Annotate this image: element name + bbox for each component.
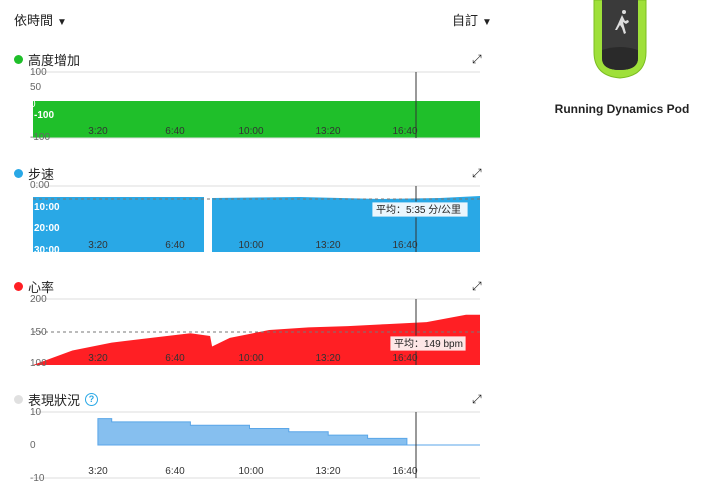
help-icon[interactable]: ? (85, 393, 99, 406)
elevation-chart: 100 50 0 -100 -100 3:20 6:40 10:00 13:20… (30, 67, 480, 142)
average-badge (371, 201, 469, 218)
y-tick: -100 (30, 132, 50, 142)
custom-dropdown[interactable]: 自訂 ▼ (452, 10, 492, 29)
x-axis: 3:20 6:40 10:00 13:20 16:40 (88, 126, 418, 137)
x-tick: 3:20 (88, 466, 108, 477)
x-tick: 13:20 (315, 466, 340, 477)
pace-area (33, 197, 204, 252)
x-axis: 3:20 6:40 10:00 13:20 16:40 (88, 466, 418, 477)
chevron-down-icon: ▼ (57, 17, 67, 28)
x-axis: 3:20 6:40 10:00 13:20 16:40 (88, 240, 418, 251)
x-tick: 3:20 (88, 353, 108, 364)
x-axis: 3:20 6:40 10:00 13:20 16:40 (88, 353, 418, 364)
series-dot (14, 282, 23, 291)
average-label: 平均：5:35 分/公里 (376, 204, 461, 216)
x-tick: 16:40 (392, 466, 417, 477)
x-tick: 10:00 (238, 240, 263, 251)
time-mode-label: 依時間 (14, 13, 54, 28)
x-tick: 16:40 (392, 126, 417, 137)
expand-icon[interactable]: ⤢ (472, 279, 482, 293)
x-tick: 6:40 (165, 466, 185, 477)
custom-label: 自訂 (452, 13, 479, 28)
x-tick: 13:20 (315, 353, 340, 364)
heart-rate-chart: 200 150 100 平均：149 bpm 3:20 6:40 10:00 1… (30, 294, 480, 367)
x-tick: 6:40 (165, 126, 185, 137)
pace-chart: 0:00 10:00 20:00 30:00 平均：5:35 分/公里 3:20… (30, 180, 480, 254)
chart-title-performance: 表現狀況 ? (14, 390, 99, 409)
runner-icon (615, 10, 629, 34)
chart-title-text: 步速 (28, 167, 55, 182)
x-tick: 10:00 (238, 466, 263, 477)
time-mode-dropdown[interactable]: 依時間 ▼ (14, 10, 67, 29)
elevation-area (33, 101, 480, 138)
expand-icon[interactable]: ⤢ (472, 392, 482, 406)
y-tick: 10 (30, 407, 42, 418)
average-badge (389, 335, 467, 352)
chart-title-text: 高度增加 (28, 53, 81, 68)
y-tick: -10 (30, 473, 45, 484)
chart-title-elevation: 高度增加 (14, 50, 80, 69)
y-tick: 0 (30, 99, 36, 110)
chart-title-text: 心率 (28, 280, 55, 295)
series-dot (14, 395, 23, 404)
x-tick: 6:40 (165, 353, 185, 364)
series-dot (14, 55, 23, 64)
series-dot (14, 169, 23, 178)
y-tick: 150 (30, 327, 47, 338)
chart-title-text: 表現狀況 (28, 393, 81, 408)
expand-icon[interactable]: ⤢ (472, 52, 482, 66)
chevron-down-icon: ▼ (482, 17, 492, 28)
x-tick: 10:00 (238, 126, 263, 137)
x-tick: 16:40 (392, 240, 417, 251)
y-tick: 100 (30, 358, 47, 367)
y-tick: 50 (30, 82, 42, 93)
chart-title-heart-rate: 心率 (14, 277, 54, 296)
x-tick: 10:00 (238, 353, 263, 364)
x-tick: 6:40 (165, 240, 185, 251)
x-tick: 3:20 (88, 240, 108, 251)
y-tick: 200 (30, 294, 47, 305)
y-tick: 0:00 (30, 180, 50, 191)
y-tick: 0 (30, 440, 36, 451)
y-tick: 10:00 (34, 202, 60, 213)
expand-icon[interactable]: ⤢ (472, 166, 482, 180)
y-tick: -100 (34, 110, 54, 121)
x-tick: 13:20 (315, 126, 340, 137)
running-dynamics-pod-image (593, 0, 647, 79)
x-tick: 3:20 (88, 126, 108, 137)
y-tick: 20:00 (34, 223, 60, 234)
device-name: Running Dynamics Pod (554, 102, 690, 116)
chart-title-pace: 步速 (14, 164, 54, 183)
performance-chart: 10 0 -10 3:20 6:40 10:00 13:20 16:40 (30, 407, 480, 484)
y-tick: 30:00 (34, 245, 60, 254)
y-tick: 100 (30, 67, 47, 78)
average-label: 平均：149 bpm (394, 338, 463, 350)
performance-area (97, 418, 480, 446)
x-tick: 13:20 (315, 240, 340, 251)
heart-rate-area (33, 314, 480, 365)
x-tick: 16:40 (392, 353, 417, 364)
